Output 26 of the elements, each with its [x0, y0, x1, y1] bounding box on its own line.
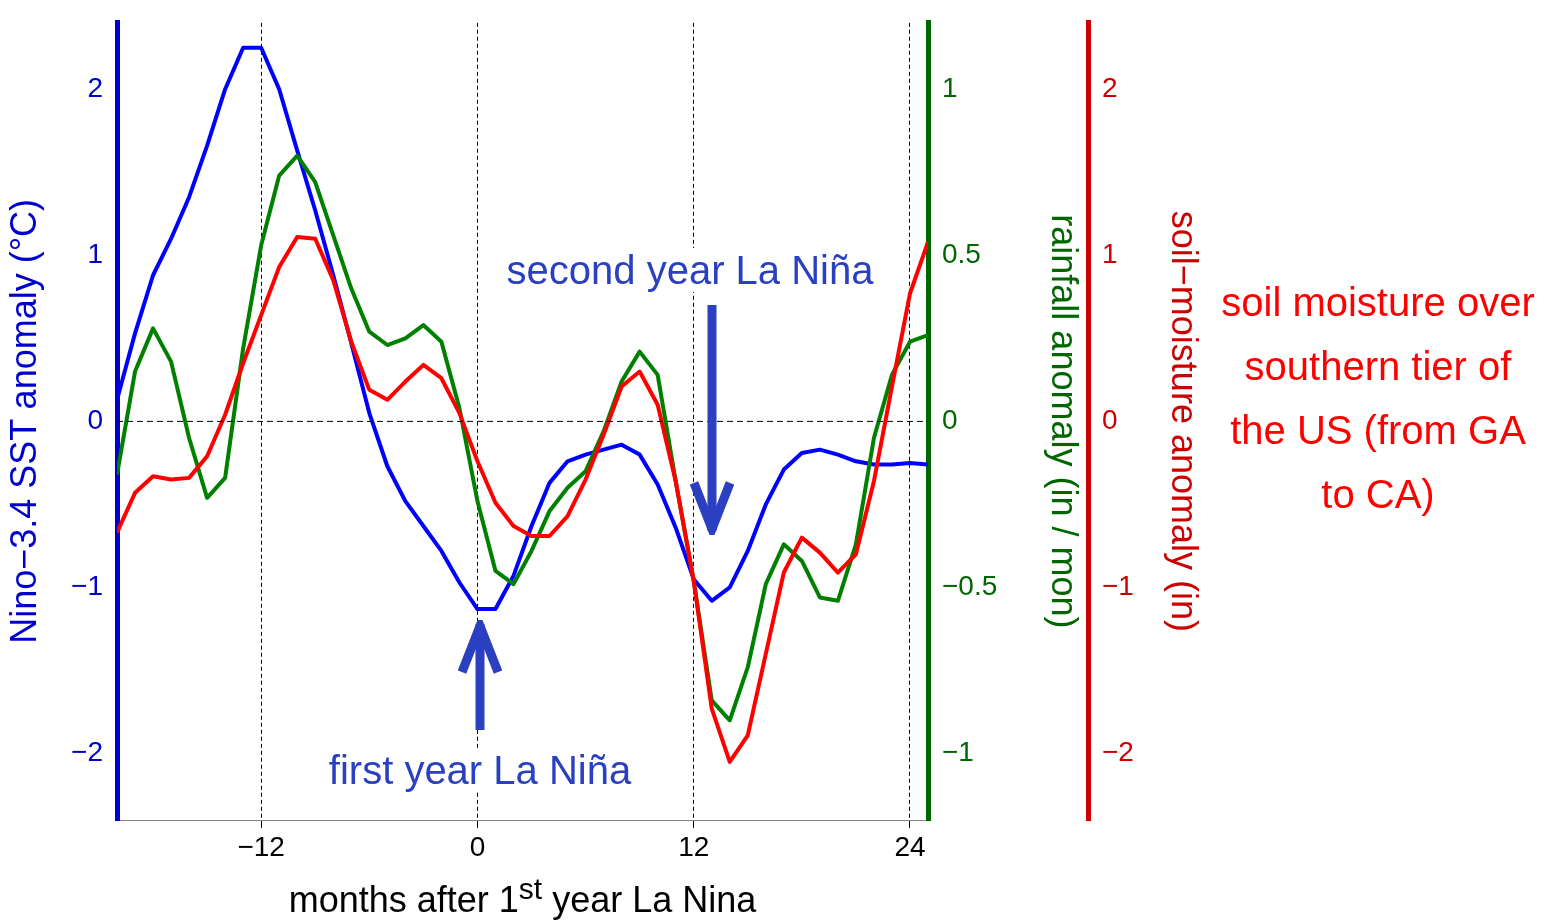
y-axis-title: Nino−3.4 SST anomaly (°C): [2, 198, 44, 644]
y-tick-label: −2: [71, 736, 103, 768]
y-tick-label: 1: [87, 238, 103, 270]
y3-tick-label: 1: [1102, 238, 1118, 270]
y2-tick-label: 0: [942, 404, 958, 436]
y-tick-label: 0: [87, 404, 103, 436]
x-axis-title: months after 1$^{st}$ year La Nina: [287, 872, 758, 921]
y3-tick-label: 0: [1102, 404, 1118, 436]
text: soil moisture over southern tier of the US (from GA to CA): [1220, 279, 1536, 518]
y3-tick-label: −2: [1102, 736, 1134, 768]
y3-tick-label: 2: [1102, 71, 1118, 103]
annotation: first year La Niña: [328, 748, 632, 792]
y-tick-label: −1: [71, 570, 103, 602]
y3-tick-label: −1: [1102, 570, 1134, 602]
annotation: second year La Niña: [506, 248, 874, 292]
x-tick-label: 0: [469, 830, 486, 862]
y2-axis-title: rainfall anomaly (in / mon): [1044, 214, 1086, 629]
y2-tick-label: −0.5: [942, 570, 998, 602]
y2-tick-label: 1: [942, 71, 958, 103]
y2-tick-label: −1: [942, 736, 974, 768]
y2-tick-label: 0.5: [942, 238, 981, 270]
x-tick-label: 24: [894, 830, 926, 862]
x-tick-label: 12: [678, 830, 710, 862]
x-tick-label: −12: [237, 830, 285, 862]
y-tick-label: 2: [87, 71, 103, 103]
y3-axis-title: soil−moisture anomaly (in): [1164, 210, 1206, 632]
